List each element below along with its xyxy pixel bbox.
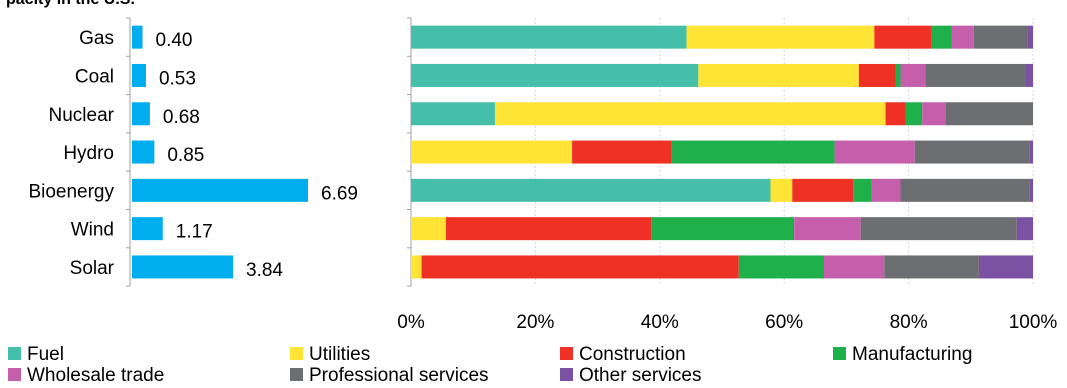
legend-swatch-fuel [8, 347, 21, 360]
segment-coal-professional-services [925, 63, 1026, 87]
legend-swatch-other-services [560, 368, 573, 381]
segment-hydro-manufacturing [670, 140, 835, 164]
segment-nuclear-wholesale-trade [922, 102, 946, 126]
segment-nuclear-utilities [494, 102, 886, 126]
segment-gas-construction [874, 25, 932, 49]
segment-gas-utilities [686, 25, 875, 49]
data-label-solar: 3.84 [246, 260, 283, 281]
x-tick-label-0: 0% [397, 312, 425, 333]
category-label-nuclear: Nuclear [49, 105, 115, 126]
segment-bioenergy-construction [792, 178, 854, 202]
chart-title-fragment: pacity in the U.S. [6, 0, 135, 9]
segment-coal-fuel [411, 63, 699, 87]
legend-swatch-construction [560, 347, 573, 360]
segment-bioenergy-professional-services [900, 178, 1030, 202]
category-label-hydro: Hydro [63, 143, 114, 164]
segment-nuclear-professional-services [945, 102, 1033, 126]
capacity-bar-chart: Gas 0.40 Coal 0.53 Nuclear 0.68 Hydro 0.85 Bioen… [28, 17, 358, 287]
segment-solar-construction [421, 255, 739, 279]
segment-hydro-construction [572, 140, 671, 164]
segment-solar-wholesale-trade [824, 255, 885, 279]
segment-bioenergy-wholesale-trade [871, 178, 901, 202]
category-label-wind: Wind [71, 220, 114, 241]
legend-label-professional-services: Professional services [309, 365, 489, 386]
data-label-gas: 0.40 [156, 30, 193, 51]
segment-wind-manufacturing [651, 217, 795, 241]
legend: Fuel Utilities Construction Manufacturing Wh… [8, 344, 972, 386]
segment-hydro-professional-services [914, 140, 1030, 164]
bar-wind [132, 217, 163, 241]
legend-label-utilities: Utilities [309, 344, 370, 365]
legend-swatch-professional-services [290, 368, 303, 381]
segment-bioenergy-manufacturing [853, 178, 872, 202]
data-label-wind: 1.17 [176, 222, 213, 243]
legend-label-manufacturing: Manufacturing [852, 344, 972, 365]
segment-nuclear-manufacturing [905, 102, 923, 126]
data-label-coal: 0.53 [159, 68, 196, 89]
legend-swatch-utilities [290, 347, 303, 360]
bar-nuclear [132, 102, 150, 126]
x-tick-label-100: 100% [1009, 312, 1058, 333]
segment-gas-fuel [411, 25, 687, 49]
segment-wind-other-services [1016, 217, 1033, 241]
data-label-nuclear: 0.68 [163, 107, 200, 128]
legend-label-construction: Construction [579, 344, 686, 365]
category-label-coal: Coal [75, 66, 114, 87]
segment-gas-professional-services [973, 25, 1028, 49]
segment-solar-other-services [978, 255, 1033, 279]
segment-coal-construction [858, 63, 896, 87]
segment-solar-manufacturing [738, 255, 825, 279]
cost-share-stacked-chart: 0% 20% 40% 60% 80% 100% [397, 17, 1058, 333]
bar-solar [132, 255, 234, 279]
segment-wind-utilities [411, 217, 446, 241]
legend-label-fuel: Fuel [27, 344, 64, 365]
segment-gas-wholesale-trade [951, 25, 974, 49]
segment-coal-manufacturing [895, 63, 901, 87]
x-tick-label-40: 40% [641, 312, 679, 333]
segment-coal-utilities [698, 63, 859, 87]
segment-nuclear-construction [885, 102, 906, 126]
bar-bioenergy [132, 178, 308, 202]
segment-solar-utilities [411, 255, 422, 279]
x-tick-label-20: 20% [516, 312, 554, 333]
segment-wind-wholesale-trade [794, 217, 861, 241]
data-label-hydro: 0.85 [167, 145, 204, 166]
segment-wind-professional-services [860, 217, 1017, 241]
bar-gas [132, 25, 143, 49]
segment-coal-wholesale-trade [900, 63, 926, 87]
bar-coal [132, 63, 146, 87]
legend-label-other-services: Other services [579, 365, 701, 386]
segment-bioenergy-fuel [411, 178, 771, 202]
segment-gas-manufacturing [931, 25, 952, 49]
legend-label-wholesale-trade: Wholesale trade [27, 365, 164, 386]
category-label-bioenergy: Bioenergy [28, 181, 114, 202]
data-label-bioenergy: 6.69 [321, 183, 358, 204]
x-tick-label-80: 80% [890, 312, 928, 333]
category-label-gas: Gas [79, 28, 114, 49]
segment-gas-other-services [1027, 25, 1033, 49]
segment-hydro-utilities [411, 140, 573, 164]
bar-hydro [132, 140, 155, 164]
legend-swatch-manufacturing [833, 347, 846, 360]
category-label-solar: Solar [70, 258, 115, 279]
segment-wind-construction [445, 217, 652, 241]
segment-nuclear-fuel [411, 102, 495, 126]
legend-swatch-wholesale-trade [8, 368, 21, 381]
segment-hydro-other-services [1029, 140, 1033, 164]
x-tick-label-60: 60% [765, 312, 803, 333]
segment-bioenergy-utilities [770, 178, 793, 202]
segment-bioenergy-other-services [1029, 178, 1033, 202]
segment-hydro-wholesale-trade [834, 140, 915, 164]
segment-coal-other-services [1025, 63, 1033, 87]
segment-solar-professional-services [884, 255, 979, 279]
